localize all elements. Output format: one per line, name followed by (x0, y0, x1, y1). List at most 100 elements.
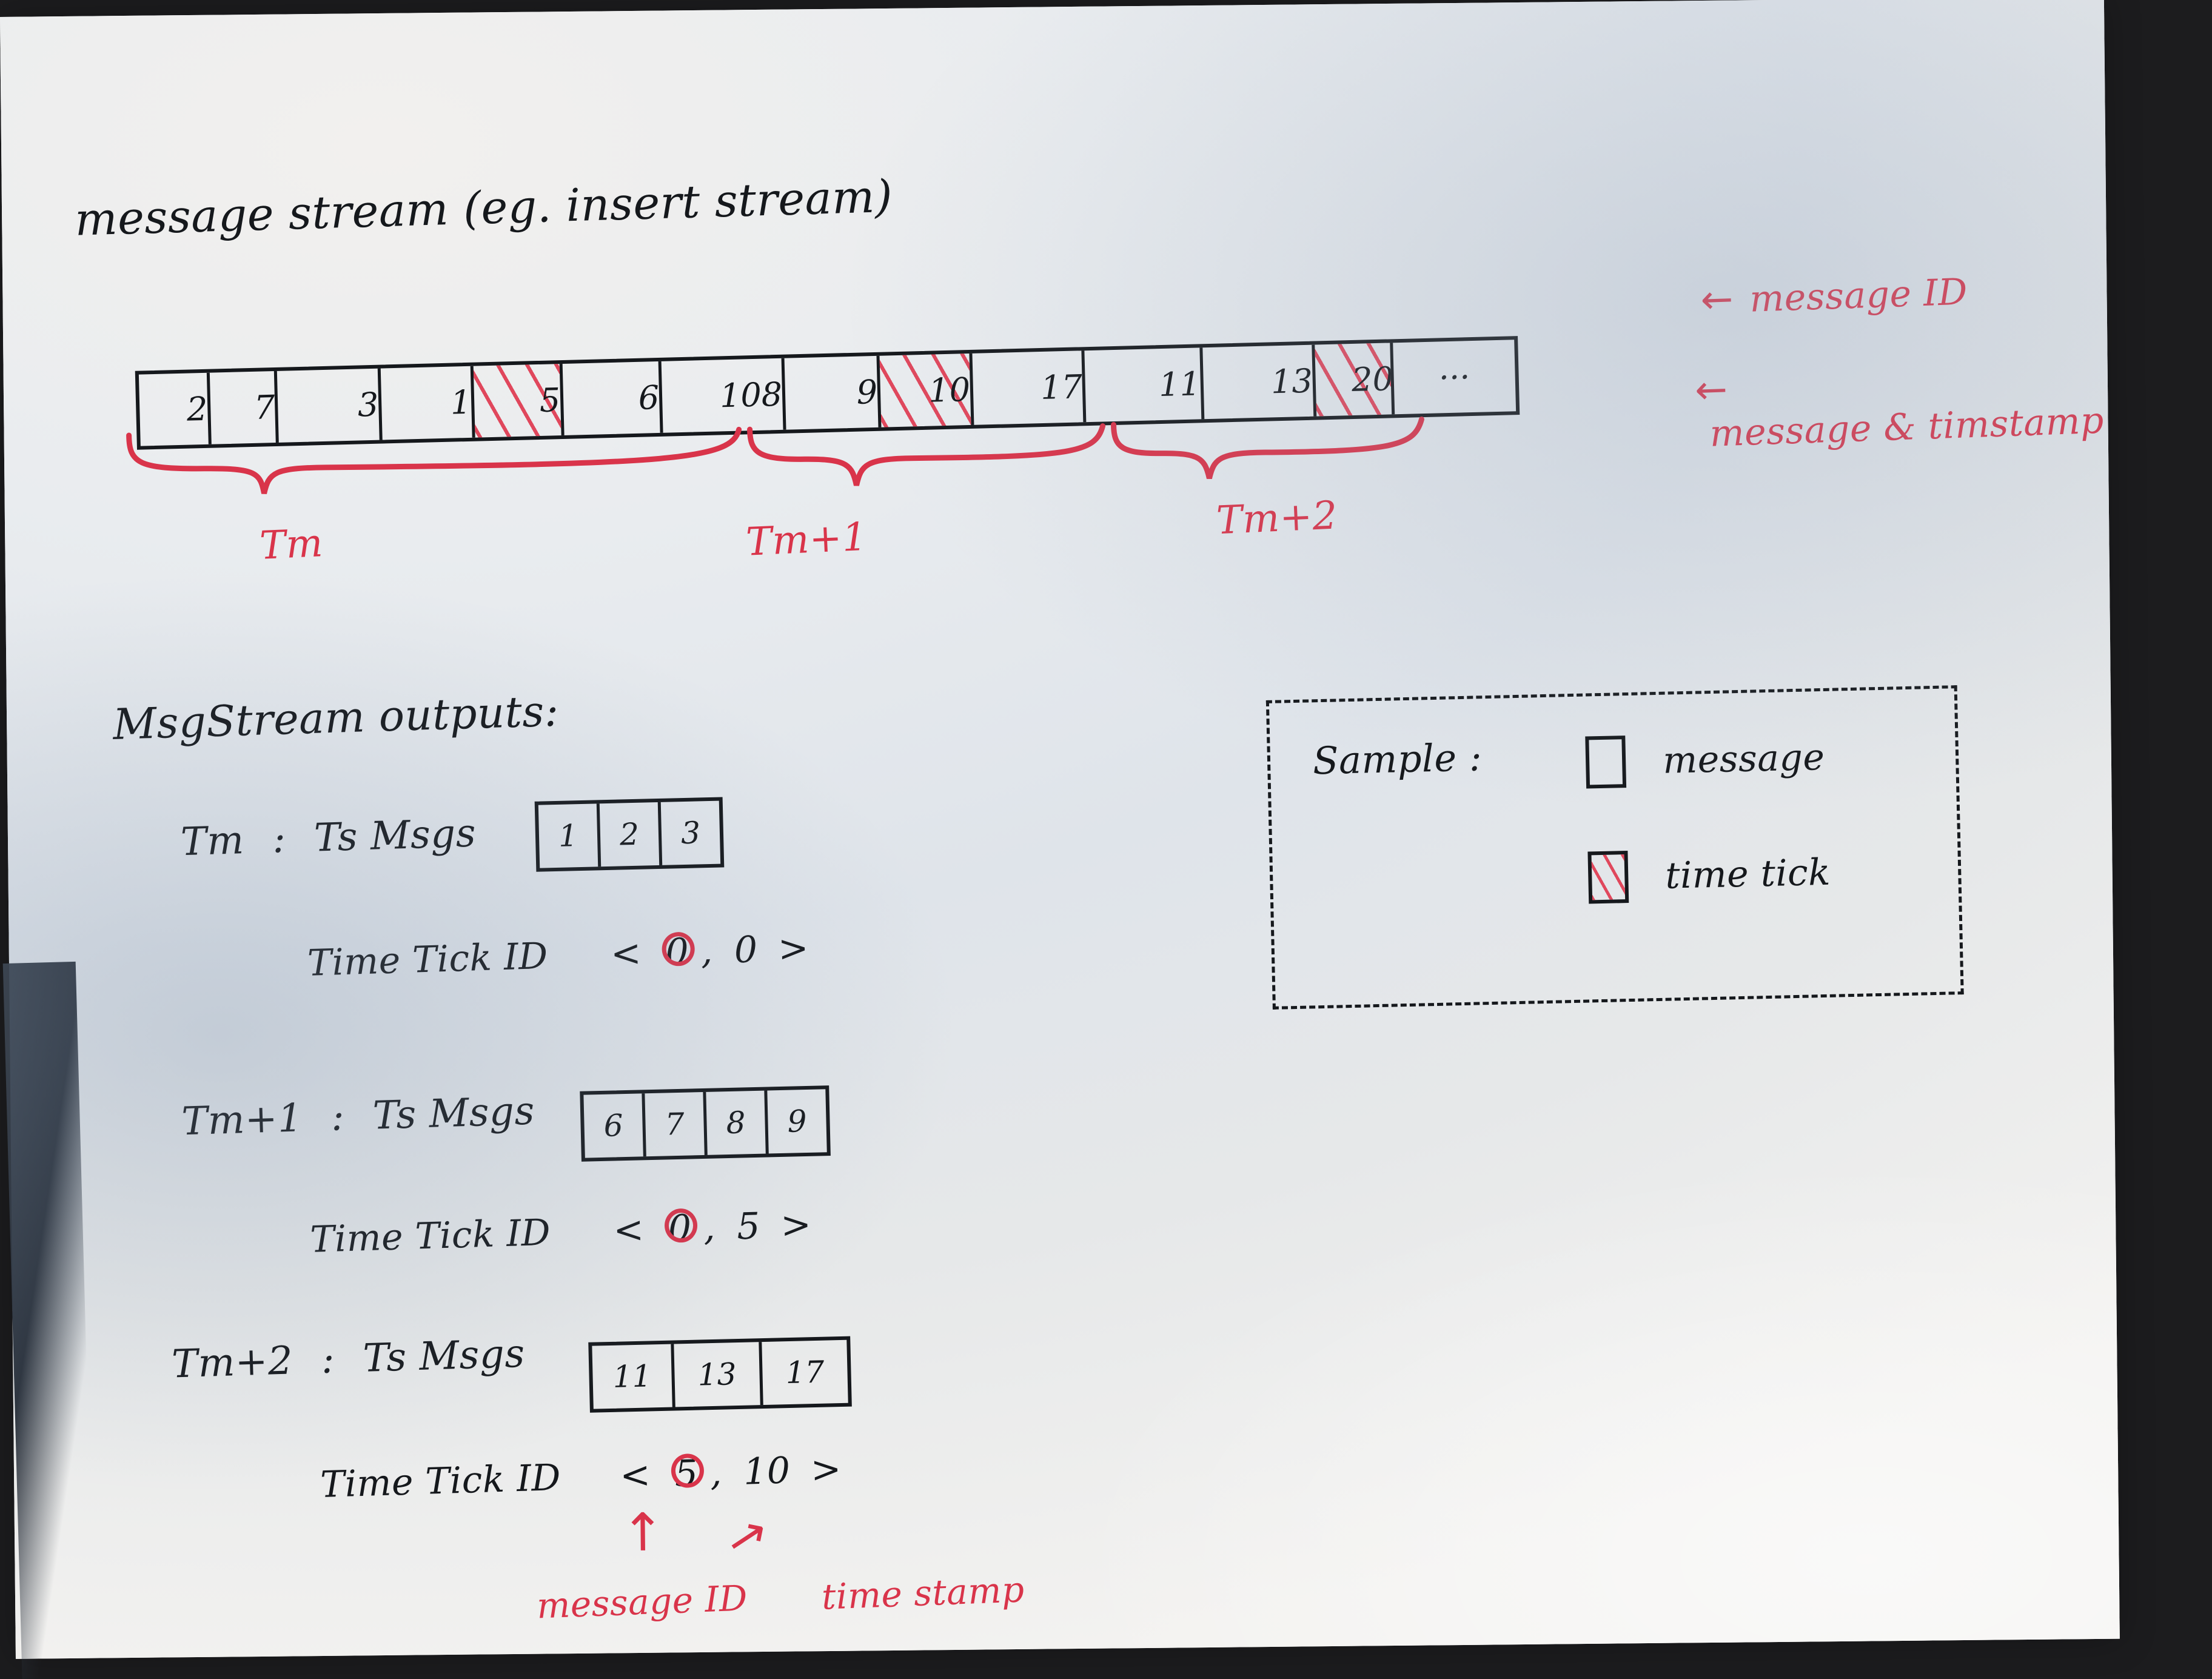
ts-msgs-label: Ts Msgs (313, 811, 477, 861)
stream-index-label: 7 (785, 356, 856, 360)
output-msg-cell[interactable]: 3 (680, 815, 701, 851)
time-tick-id-label: Time Tick ID (309, 1211, 552, 1261)
stream-cell-value: 10 (928, 370, 971, 410)
brace-label-tm1: Tm+1 (745, 514, 868, 565)
time-tick-row-tm2: Time Tick ID < 5 , 10 > (320, 1448, 842, 1506)
output-group-label: Tm+2 (171, 1338, 294, 1387)
output-group-separator: : (320, 1337, 336, 1382)
stream-cell[interactable]: 7 9 (784, 355, 882, 430)
legend-box: Sample : message time tick (1265, 685, 1964, 1010)
tick-message-id-value: 0 (667, 1207, 692, 1250)
stream-index-label: 4 (474, 364, 539, 367)
tick-open-bracket: < (610, 932, 643, 976)
legend-item-label: time tick (1664, 851, 1831, 897)
stream-cell-value: ··· (1438, 357, 1471, 397)
tick-comma: , (700, 930, 714, 973)
output-group-name-tm: Tm : Ts Msgs (180, 811, 477, 865)
message-timestamp-annotation: ← message & timstamp (1694, 354, 2110, 455)
message-swatch-icon (1585, 736, 1627, 789)
output-group-separator: : (330, 1094, 346, 1140)
brace-label-tm: Tm (258, 521, 324, 569)
output-msg-cell[interactable]: 8 (706, 1090, 769, 1155)
output-msg-cell[interactable]: 2 (599, 802, 663, 867)
message-id-callout-label: message ID (535, 1577, 749, 1627)
stream-cell-value: 7 (253, 387, 276, 427)
left-arrow-icon: ← (1694, 367, 1729, 414)
tick-message-id-value: 0 (665, 930, 690, 974)
stream-cell-value: 9 (856, 372, 878, 412)
stream-cell-value: 2 (186, 389, 209, 429)
timestamp-callout-label: time stamp (820, 1569, 1025, 1618)
tick-timestamp-value: 0 (733, 928, 759, 972)
stream-index-label: 11 (1202, 345, 1270, 349)
tick-close-bracket: > (777, 927, 809, 971)
stream-cell-value: 3 (357, 385, 380, 424)
tick-open-bracket: < (612, 1208, 645, 1252)
paper-sheet: message stream (eg. insert stream) 0 2 1… (0, 0, 2120, 1659)
message-id-annotation: ← message ID (1700, 269, 1968, 323)
output-group-label: Tm (180, 818, 245, 865)
time-tick-id-label: Time Tick ID (307, 934, 549, 985)
output-group-name-tm1: Tm+1 : Ts Msgs (181, 1089, 535, 1145)
output-group-label: Tm+1 (181, 1096, 304, 1145)
output-msgs-box-tm2: 11 13 17 (588, 1336, 852, 1413)
tick-comma: , (709, 1451, 723, 1495)
left-arrow-icon: ← (1700, 276, 1734, 323)
stream-index-label: 2 (277, 369, 357, 372)
outputs-heading: MsgStream outputs: (112, 686, 560, 749)
stream-cell[interactable]: 10 11 (1084, 347, 1205, 423)
stream-cell-value: 108 (719, 375, 783, 415)
ts-msgs-label: Ts Msgs (362, 1331, 526, 1381)
output-msgs-box-tm: 1 2 3 (534, 797, 725, 872)
stream-cell-value: 13 (1270, 361, 1313, 401)
stream-cell-value: 17 (1040, 367, 1083, 407)
stream-cell[interactable]: 11 13 (1202, 344, 1317, 420)
output-msg-cell[interactable]: 11 (592, 1344, 675, 1409)
output-msg-cell[interactable]: 6 (583, 1093, 646, 1158)
ts-msgs-label: Ts Msgs (372, 1088, 535, 1139)
stream-cell-value: 11 (1158, 364, 1201, 404)
output-msg-cell[interactable]: 9 (786, 1103, 808, 1139)
stream-index-label: 5 (563, 361, 638, 365)
stream-index-label: 12 (1315, 343, 1350, 346)
output-msg-cell[interactable]: 1 (538, 803, 602, 868)
message-timestamp-annotation-label: message & timstamp (1709, 399, 2105, 455)
desk-shadow-left (2, 961, 95, 1679)
stream-cell-timetick[interactable]: 4 5 (473, 363, 565, 438)
legend-item-timetick: time tick (1587, 846, 1831, 904)
stream-index-label: 6 (662, 358, 719, 363)
legend-heading: Sample : (1312, 735, 1483, 783)
output-msg-cell[interactable]: 7 (645, 1091, 708, 1157)
stream-cell-ellipsis: ··· (1393, 340, 1516, 414)
tick-timestamp-value: 5 (736, 1205, 761, 1248)
stream-index-label: 1 (210, 371, 253, 374)
message-id-annotation-label: message ID (1749, 270, 1968, 321)
stream-cell[interactable]: 9 17 (972, 350, 1087, 425)
output-group-name-tm2: Tm+2 : Ts Msgs (171, 1332, 525, 1387)
tick-comma: , (703, 1206, 716, 1250)
stream-cell-timetick[interactable]: 8 10 (879, 353, 974, 427)
stream-index-label: 3 (381, 366, 450, 370)
legend-item-message: message (1585, 731, 1825, 789)
tick-timestamp-value: 10 (743, 1449, 791, 1493)
stream-cell[interactable]: 6 108 (661, 358, 786, 433)
stream-cell-timetick[interactable]: 12 20 (1315, 343, 1395, 417)
timestamp-callout-arrow-icon: ↗ (722, 1504, 773, 1568)
stream-brace-group (126, 417, 1424, 494)
tick-open-bracket: < (619, 1453, 652, 1497)
time-tick-row-tm: Time Tick ID < 0 , 0 > (307, 927, 809, 985)
output-msg-cell[interactable]: 17 (785, 1354, 825, 1391)
time-tick-row-tm1: Time Tick ID < 0 , 5 > (309, 1204, 812, 1261)
stream-cell-value: 1 (450, 383, 472, 422)
page-title: message stream (eg. insert stream) (74, 170, 894, 246)
stream-cell[interactable]: 5 6 (562, 361, 663, 435)
output-msg-cell[interactable]: 13 (674, 1342, 763, 1407)
timetick-swatch-icon (1587, 851, 1629, 904)
tick-close-bracket: > (809, 1447, 842, 1492)
message-id-callout-arrow-icon: ↑ (620, 1502, 665, 1564)
stream-cell-value: 6 (637, 378, 660, 417)
stream-cell-value: 20 (1351, 359, 1394, 399)
stream-index-label: 8 (879, 354, 927, 357)
output-msgs-box-tm1: 6 7 8 9 (580, 1085, 831, 1162)
time-tick-id-label: Time Tick ID (320, 1456, 561, 1507)
